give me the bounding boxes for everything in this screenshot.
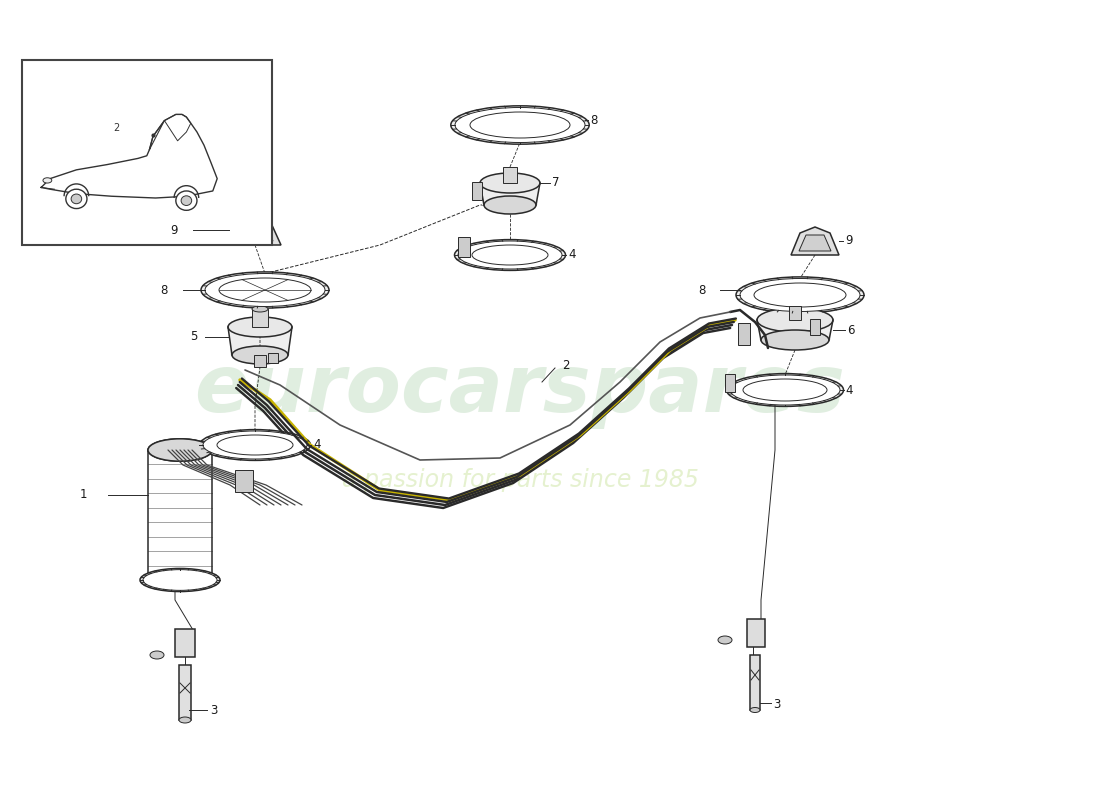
Text: a passion for parts since 1985: a passion for parts since 1985 bbox=[342, 468, 698, 492]
Bar bbox=[503, 167, 517, 183]
Text: 4: 4 bbox=[314, 438, 320, 451]
Bar bbox=[789, 306, 801, 320]
Bar bbox=[725, 374, 735, 392]
Ellipse shape bbox=[176, 191, 197, 210]
Ellipse shape bbox=[66, 190, 87, 209]
Ellipse shape bbox=[182, 196, 191, 206]
Text: 9: 9 bbox=[170, 223, 177, 237]
Text: 1: 1 bbox=[80, 489, 88, 502]
Bar bbox=[750, 655, 760, 710]
Bar bbox=[472, 182, 482, 200]
Bar bbox=[759, 320, 830, 340]
Ellipse shape bbox=[228, 317, 292, 337]
Polygon shape bbox=[791, 227, 839, 255]
Text: 3: 3 bbox=[210, 703, 218, 717]
Text: 8: 8 bbox=[160, 283, 167, 297]
Ellipse shape bbox=[219, 278, 311, 302]
Text: eurocarspares: eurocarspares bbox=[195, 351, 846, 429]
Ellipse shape bbox=[140, 569, 220, 591]
Bar bbox=[268, 353, 278, 363]
Ellipse shape bbox=[730, 375, 840, 405]
Text: 9: 9 bbox=[845, 234, 853, 247]
Ellipse shape bbox=[217, 435, 293, 455]
Text: 3: 3 bbox=[773, 698, 780, 711]
Text: 6: 6 bbox=[847, 323, 855, 337]
Ellipse shape bbox=[201, 272, 329, 308]
Bar bbox=[22, 60, 272, 245]
Bar bbox=[235, 470, 253, 492]
Ellipse shape bbox=[458, 241, 562, 269]
Ellipse shape bbox=[205, 274, 324, 306]
Text: 2: 2 bbox=[562, 358, 570, 371]
Text: 8: 8 bbox=[698, 283, 705, 297]
Ellipse shape bbox=[754, 283, 846, 307]
Text: 8: 8 bbox=[590, 114, 597, 126]
Ellipse shape bbox=[742, 379, 827, 401]
Ellipse shape bbox=[472, 245, 548, 265]
Ellipse shape bbox=[252, 306, 268, 312]
Bar bbox=[179, 665, 191, 720]
Ellipse shape bbox=[740, 278, 860, 311]
Ellipse shape bbox=[204, 431, 307, 459]
Bar bbox=[175, 629, 195, 657]
Ellipse shape bbox=[470, 112, 570, 138]
Text: 4: 4 bbox=[568, 249, 575, 262]
Ellipse shape bbox=[72, 194, 81, 204]
Ellipse shape bbox=[179, 717, 191, 723]
Ellipse shape bbox=[199, 430, 310, 460]
Ellipse shape bbox=[750, 707, 760, 713]
Bar bbox=[254, 355, 266, 367]
Ellipse shape bbox=[454, 239, 565, 270]
Ellipse shape bbox=[150, 651, 164, 659]
Ellipse shape bbox=[718, 636, 732, 644]
Ellipse shape bbox=[757, 308, 833, 332]
Polygon shape bbox=[799, 235, 830, 251]
Text: 4: 4 bbox=[845, 383, 853, 397]
Ellipse shape bbox=[43, 178, 52, 183]
Text: 2: 2 bbox=[113, 122, 119, 133]
Ellipse shape bbox=[480, 173, 540, 193]
Ellipse shape bbox=[148, 438, 212, 461]
Ellipse shape bbox=[736, 277, 864, 313]
Ellipse shape bbox=[726, 374, 844, 406]
Bar bbox=[482, 183, 538, 205]
Ellipse shape bbox=[143, 570, 217, 590]
Polygon shape bbox=[229, 217, 280, 245]
Ellipse shape bbox=[484, 196, 536, 214]
Bar bbox=[252, 309, 268, 327]
Ellipse shape bbox=[232, 346, 288, 364]
Text: 5: 5 bbox=[190, 330, 197, 343]
Bar bbox=[458, 237, 470, 257]
Text: 7: 7 bbox=[552, 177, 560, 190]
Ellipse shape bbox=[451, 106, 590, 144]
Polygon shape bbox=[236, 223, 273, 241]
Bar bbox=[738, 323, 750, 345]
Bar bbox=[810, 319, 820, 335]
Bar bbox=[230, 327, 290, 355]
Bar bbox=[747, 619, 764, 647]
Ellipse shape bbox=[761, 330, 829, 350]
Ellipse shape bbox=[455, 107, 585, 142]
Ellipse shape bbox=[148, 438, 212, 461]
